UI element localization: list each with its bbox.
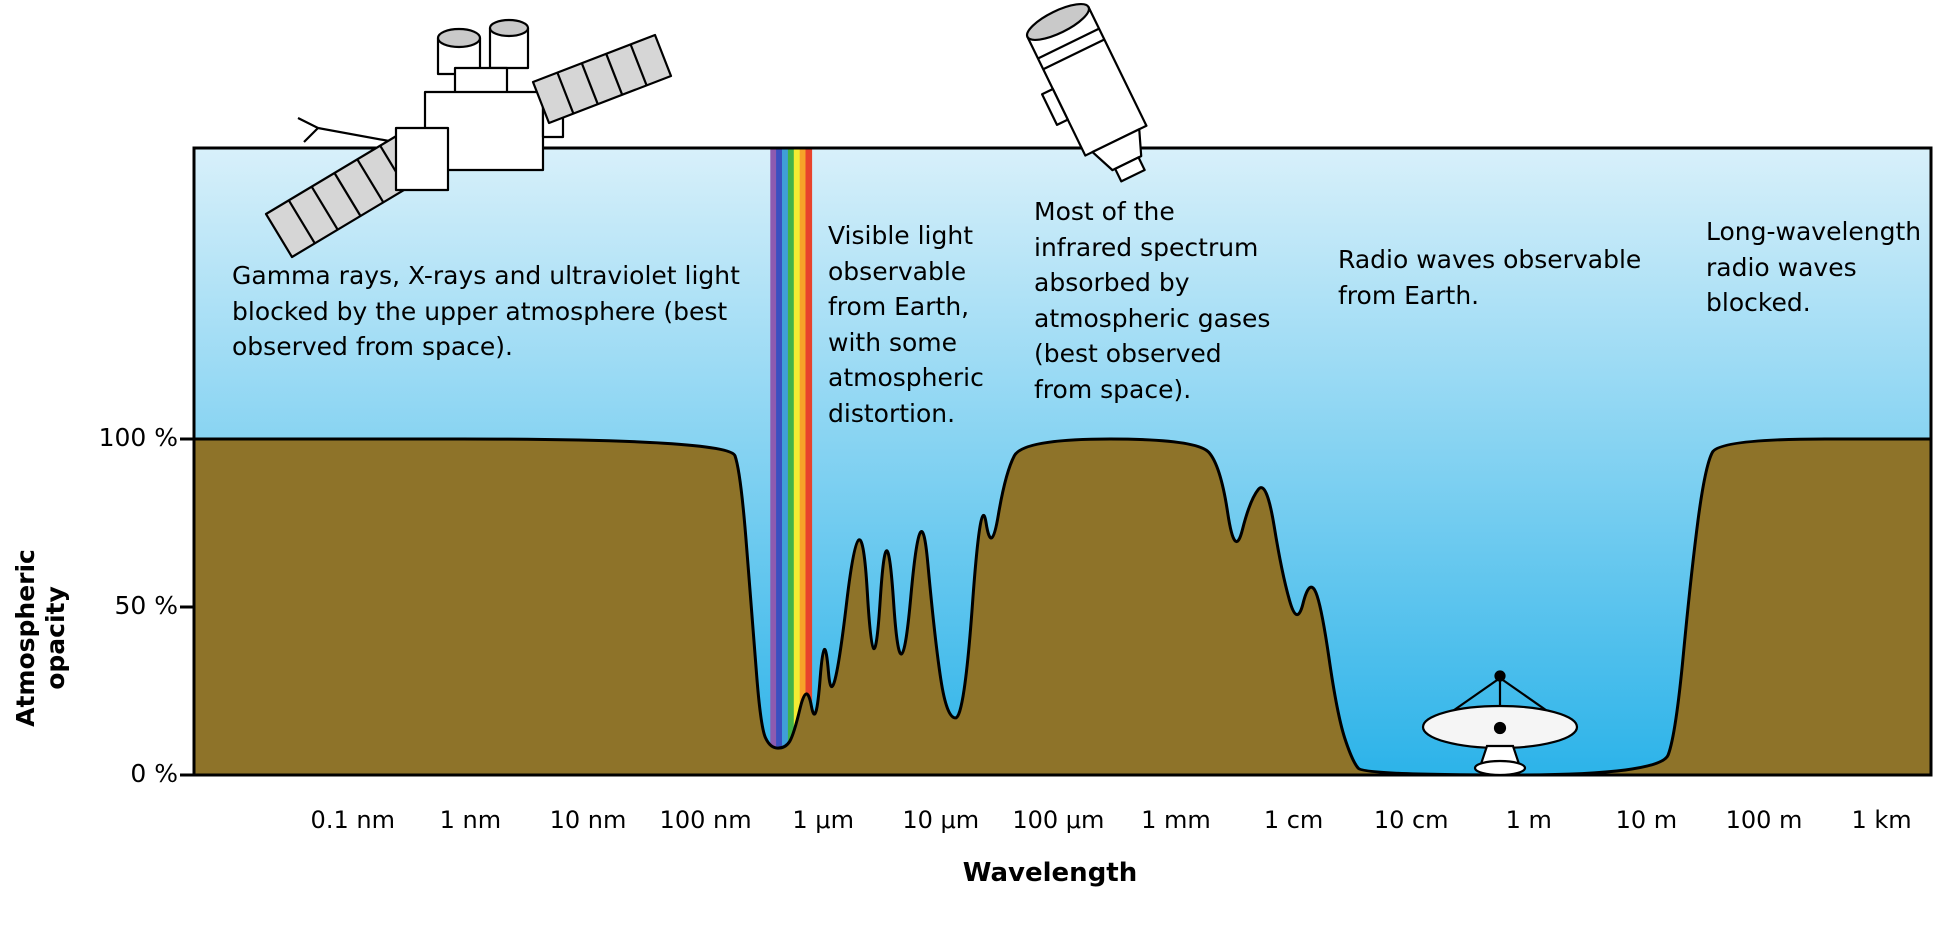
radio-telescope-icon xyxy=(1421,670,1579,777)
y-axis-title-line1: Atmospheric xyxy=(11,549,40,727)
infrared-telescope-icon xyxy=(1025,3,1148,183)
x-tick-label: 10 cm xyxy=(1373,806,1449,834)
y-tick-label: 0 % xyxy=(130,759,178,788)
annotation-infrared: Most of the infrared spectrum absorbed b… xyxy=(1034,197,1271,404)
visible-light-rainbow xyxy=(770,148,813,775)
rainbow-band xyxy=(805,148,813,775)
x-tick-label: 1 mm xyxy=(1141,806,1211,834)
opacity-area-fill xyxy=(194,439,1931,775)
rainbow-band xyxy=(776,148,783,775)
y-tick-label: 100 % xyxy=(98,423,178,452)
x-tick-label: 1 cm xyxy=(1263,806,1324,834)
annotation-visible-light: Visible light observable from Earth, wit… xyxy=(828,221,984,428)
x-tick-label: 10 nm xyxy=(549,806,627,834)
x-tick-label: 10 μm xyxy=(902,806,980,834)
x-tick-label: 1 m xyxy=(1505,806,1552,834)
rainbow-band xyxy=(793,148,801,775)
x-tick-label: 100 m xyxy=(1725,806,1803,834)
rainbow-band xyxy=(770,148,777,775)
chart-frame xyxy=(192,146,1933,777)
x-tick-label: 100 nm xyxy=(659,806,752,834)
y-axis-title-line2: opacity xyxy=(41,586,70,690)
x-tick-label: 1 nm xyxy=(439,806,502,834)
x-axis-title: Wavelength xyxy=(962,858,1138,888)
opacity-curve xyxy=(194,437,1931,777)
rainbow-band xyxy=(787,148,795,775)
xray-satellite-icon xyxy=(264,18,673,259)
annotation-gamma-xray-uv: Gamma rays, X-rays and ultraviolet light… xyxy=(232,261,740,361)
opacity-curve-layer xyxy=(194,437,1931,777)
y-axis-title: Atmospheric opacity xyxy=(11,488,73,788)
annotation-radio: Radio waves observable from Earth. xyxy=(1338,245,1642,310)
x-tick-label: 1 km xyxy=(1851,806,1912,834)
chart-frame-layer xyxy=(180,146,1933,777)
annotation-long-wavelength: Long-wavelength radio waves blocked. xyxy=(1706,217,1922,317)
x-tick-label: 0.1 nm xyxy=(310,806,395,834)
x-tick-label: 100 μm xyxy=(1012,806,1105,834)
x-tick-label: 1 μm xyxy=(792,806,854,834)
rainbow-band xyxy=(782,148,789,775)
x-tick-label: 10 m xyxy=(1615,806,1678,834)
y-tick-label: 50 % xyxy=(114,591,178,620)
rainbow-band xyxy=(799,148,807,775)
